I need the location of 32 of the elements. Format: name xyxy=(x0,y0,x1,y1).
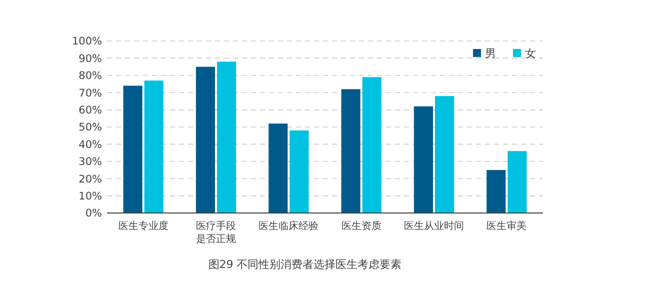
y-tick-label: 60% xyxy=(78,104,102,116)
bar xyxy=(268,124,288,213)
x-tick-label: 医生资质 xyxy=(341,220,382,232)
y-tick-label: 100% xyxy=(72,36,102,48)
bar xyxy=(414,106,433,213)
legend-label: 女 xyxy=(525,46,536,60)
bar xyxy=(435,96,454,213)
x-tick-label: 医生临床经验 xyxy=(258,220,319,232)
y-tick-label: 70% xyxy=(78,87,102,100)
bar xyxy=(123,86,142,213)
y-tick-label: 20% xyxy=(78,173,102,186)
bar xyxy=(290,130,309,213)
bar xyxy=(217,62,236,213)
bar xyxy=(144,80,164,213)
x-tick-label: 医生专业度 xyxy=(118,220,168,232)
text: 图29 不同性别消费者选择医生考虑要素 xyxy=(208,258,402,271)
bar xyxy=(362,77,382,213)
legend-label: 男 xyxy=(485,46,496,60)
y-tick-label: 50% xyxy=(78,122,102,134)
bar xyxy=(341,89,360,213)
y-tick-label: 80% xyxy=(78,70,102,82)
x-tick-label: 医生从业时间 xyxy=(404,220,464,232)
x-tick-label: 医疗手段是否正规 xyxy=(196,220,236,245)
bar xyxy=(486,170,506,213)
y-tick-label: 10% xyxy=(78,190,102,202)
y-tick-label: 40% xyxy=(78,138,102,151)
bar xyxy=(196,66,215,213)
y-tick-label: 30% xyxy=(78,156,102,168)
bar xyxy=(508,151,527,213)
y-tick-label: 0% xyxy=(85,208,102,220)
x-tick-label: 医生审美 xyxy=(486,220,527,232)
y-tick-label: 90% xyxy=(78,52,102,65)
